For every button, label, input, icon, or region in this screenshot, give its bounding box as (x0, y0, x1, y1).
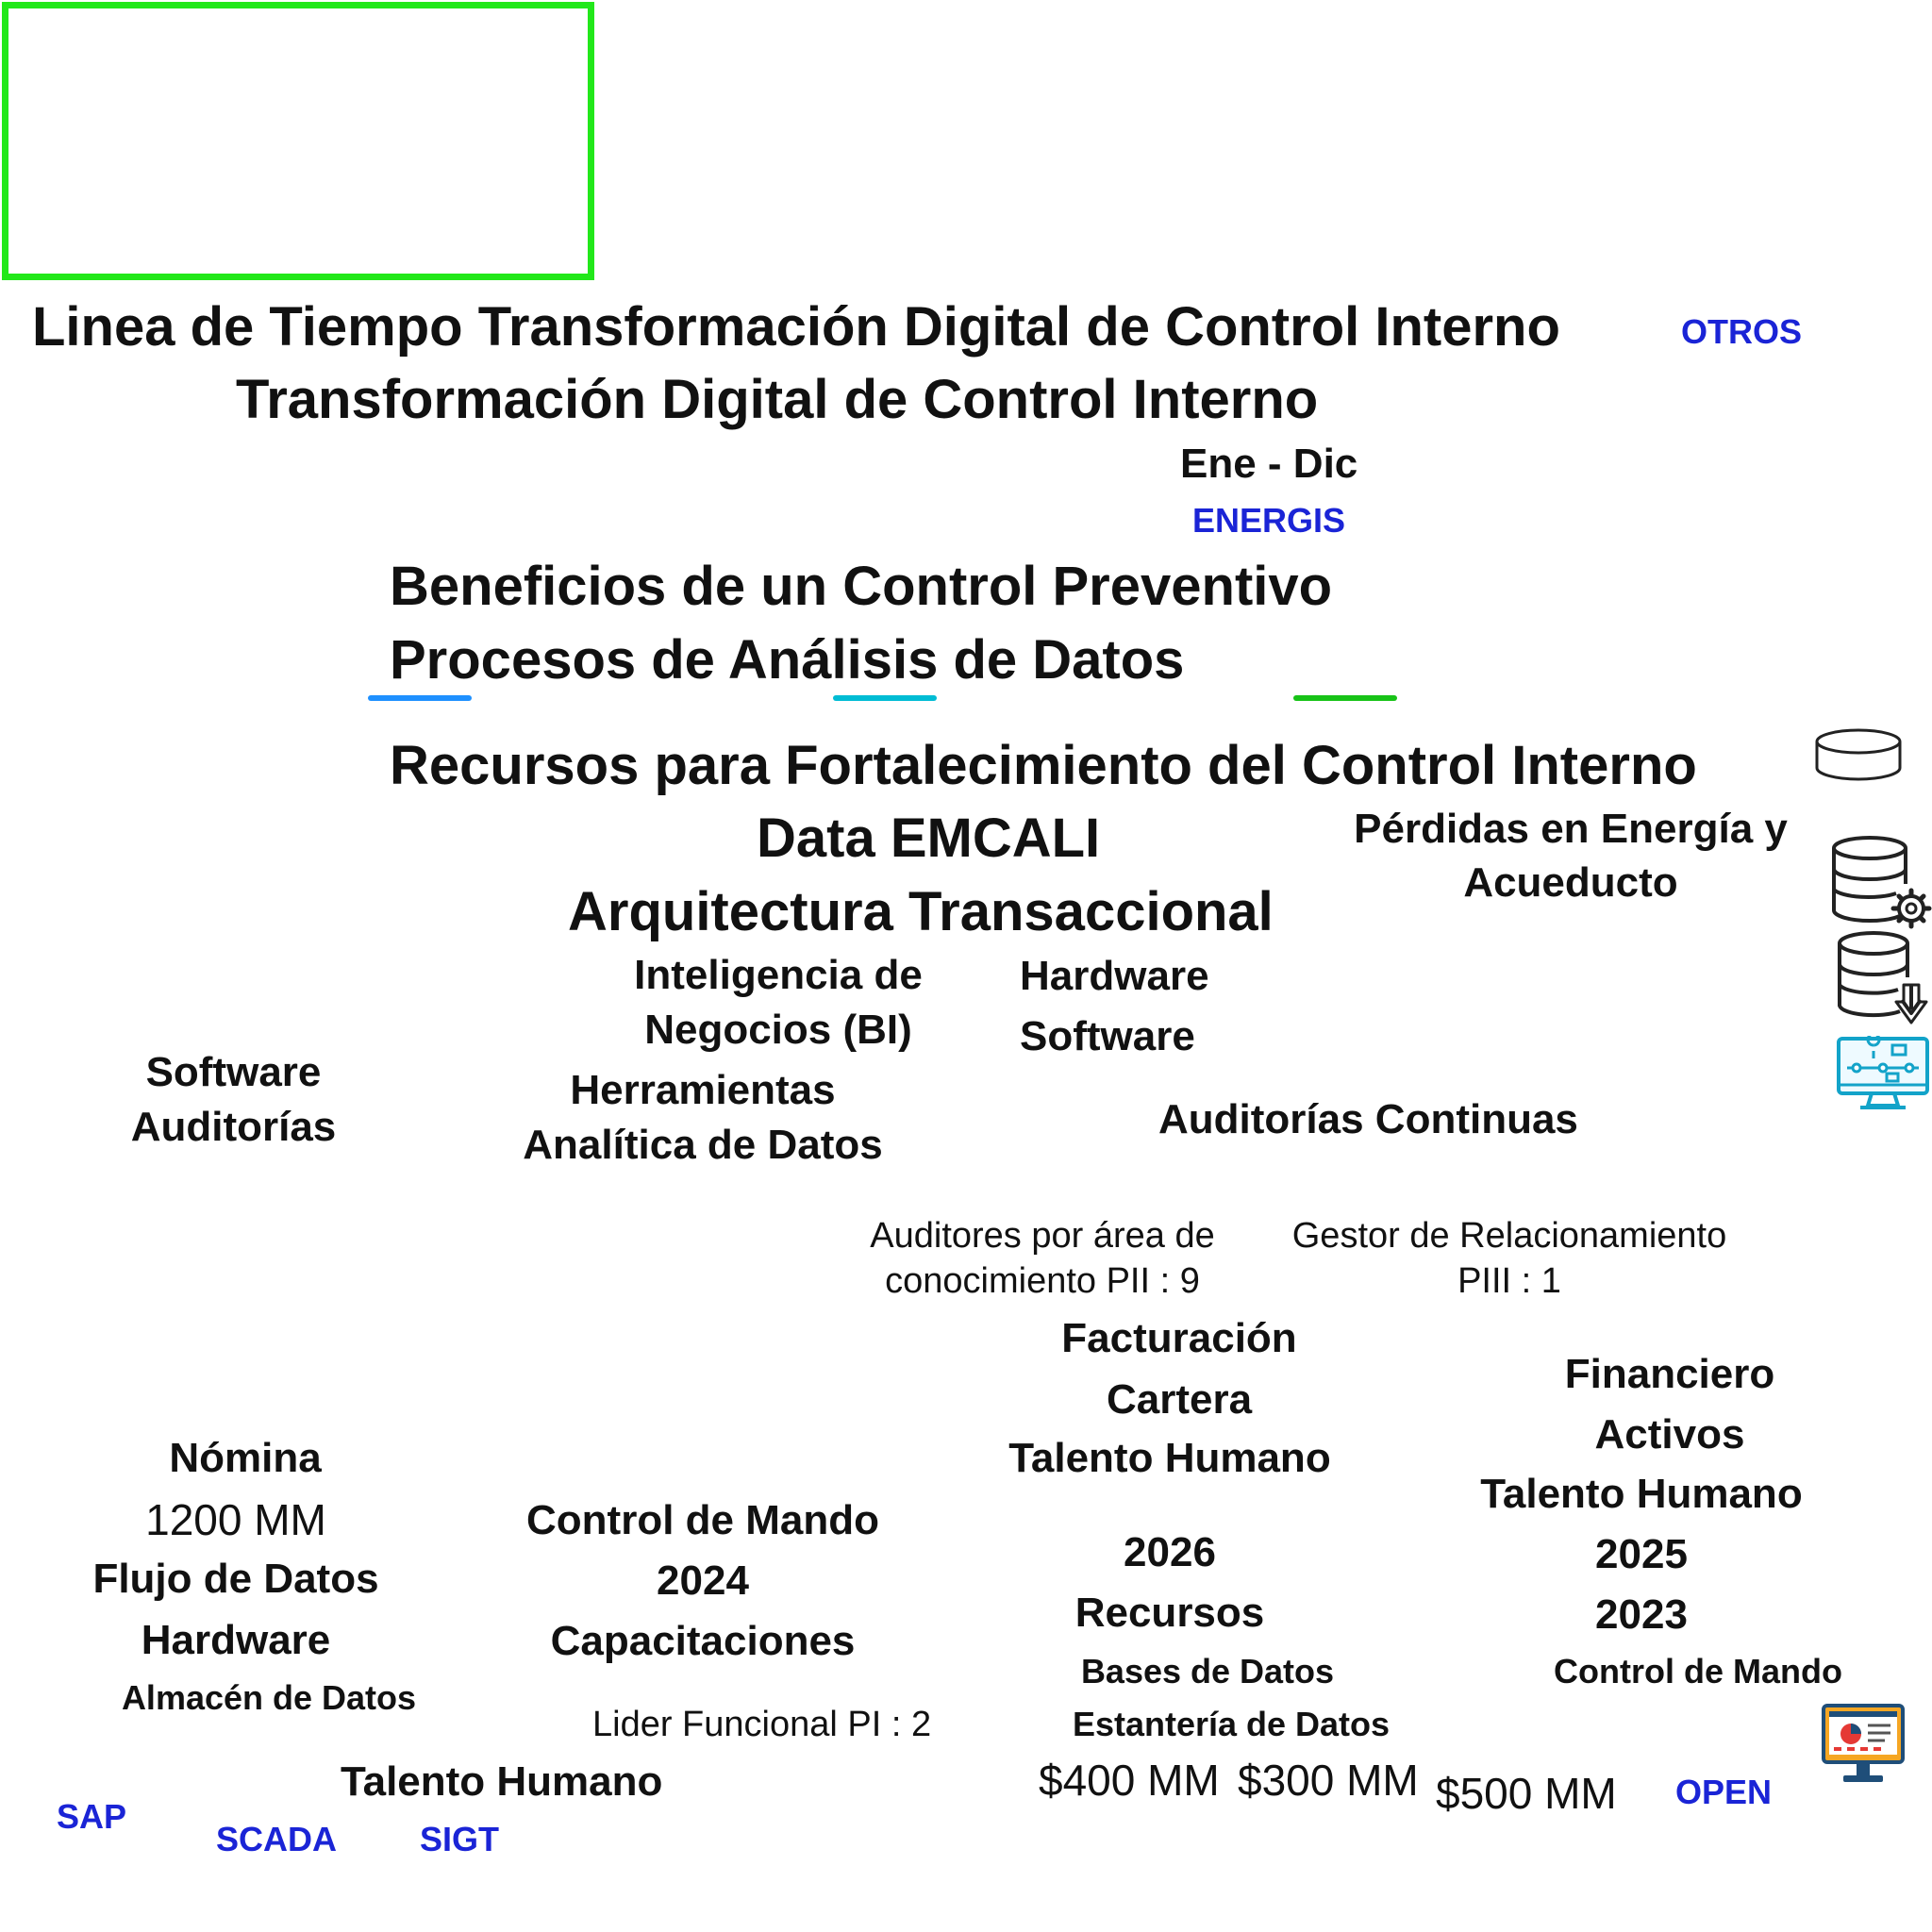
software-auditorias-line-1: Software (145, 1049, 322, 1095)
perdidas-line-1: Pérdidas en Energía y (1354, 806, 1788, 852)
label-cartera: Cartera (1106, 1376, 1253, 1423)
label-capacitaciones: Capacitaciones (550, 1618, 856, 1664)
herramientas-line-2: Analítica de Datos (523, 1122, 883, 1168)
heading-procesos: Procesos de Análisis de Datos (390, 629, 1185, 691)
hardware-label: Hardware (1020, 953, 1209, 999)
label-control-mando: Control de Mando (526, 1497, 879, 1543)
monitor-flowchart-icon (1837, 1036, 1929, 1109)
tag-sigt: SIGT (420, 1820, 500, 1858)
tag-open: OPEN (1675, 1773, 1773, 1811)
label-bases-datos: Bases de Datos (1080, 1652, 1335, 1690)
bi-line-2: Negocios (BI) (644, 1007, 912, 1053)
label-estanteria: Estantería de Datos (1072, 1705, 1391, 1743)
database-icon (1815, 728, 1902, 781)
herramientas-line-1: Herramientas (570, 1067, 836, 1113)
database-download-icon (1838, 931, 1928, 1024)
period-label: Ene - Dic (1180, 441, 1358, 487)
legend-line-green (1293, 695, 1397, 701)
legend-line-cyan (833, 695, 937, 701)
label-talento-2025: Talento Humano (1480, 1471, 1803, 1517)
label-talento-2026: Talento Humano (1008, 1435, 1331, 1481)
label-financiero: Financiero (1564, 1351, 1775, 1397)
green-frame (2, 2, 594, 280)
amount-1200: 1200 MM (145, 1495, 326, 1544)
heading-arquitectura: Arquitectura Transaccional (568, 881, 1274, 942)
auditorias-continuas: Auditorías Continuas (1158, 1096, 1578, 1142)
amount-300: $300 MM (1238, 1756, 1419, 1805)
year-2023: 2023 (1595, 1591, 1688, 1638)
amount-500: $500 MM (1436, 1769, 1617, 1818)
perdidas-line-2: Acueducto (1463, 859, 1678, 906)
amount-400: $400 MM (1039, 1756, 1220, 1805)
database-settings-icon (1832, 836, 1932, 929)
tag-otros: OTROS (1681, 312, 1803, 351)
label-nomina: Nómina (169, 1435, 322, 1481)
heading-data-emcali: Data EMCALI (757, 808, 1101, 869)
label-control-mando-right: Control de Mando (1554, 1652, 1842, 1690)
label-recursos: Recursos (1074, 1590, 1265, 1636)
software-auditorias-line-2: Auditorías (130, 1104, 337, 1150)
tag-energis: ENERGIS (1192, 501, 1346, 540)
software-label: Software (1020, 1013, 1195, 1059)
auditores-line-1: Auditores por área de (870, 1216, 1215, 1256)
label-talento-humano-bottom: Talento Humano (341, 1758, 663, 1805)
gestor-line-1: Gestor de Relacionamiento (1291, 1216, 1727, 1256)
heading-recursos: Recursos para Fortalecimiento del Contro… (390, 735, 1697, 796)
label-lider-funcional: Lider Funcional PI : 2 (592, 1705, 932, 1744)
tag-scada: SCADA (216, 1820, 338, 1858)
heading-beneficios: Beneficios de un Control Preventivo (390, 556, 1333, 617)
label-hardware-left: Hardware (141, 1617, 331, 1663)
bi-line-1: Inteligencia de (634, 952, 923, 998)
auditores-line-2: conocimiento PII : 9 (885, 1261, 1200, 1301)
year-2025: 2025 (1595, 1531, 1688, 1577)
year-2024: 2024 (657, 1557, 749, 1604)
gestor-line-2: PIII : 1 (1457, 1261, 1561, 1301)
tag-sap: SAP (57, 1797, 127, 1836)
sub-title: Transformación Digital de Control Intern… (236, 369, 1319, 430)
main-title: Linea de Tiempo Transformación Digital d… (32, 296, 1560, 358)
label-facturacion: Facturación (1061, 1315, 1297, 1361)
legend-line-blue (368, 695, 472, 701)
label-almacen-datos: Almacén de Datos (121, 1678, 417, 1717)
label-activos: Activos (1594, 1411, 1745, 1457)
label-flujo-datos: Flujo de Datos (92, 1556, 379, 1602)
monitor-dashboard-icon (1822, 1704, 1905, 1782)
year-2026: 2026 (1124, 1529, 1216, 1575)
